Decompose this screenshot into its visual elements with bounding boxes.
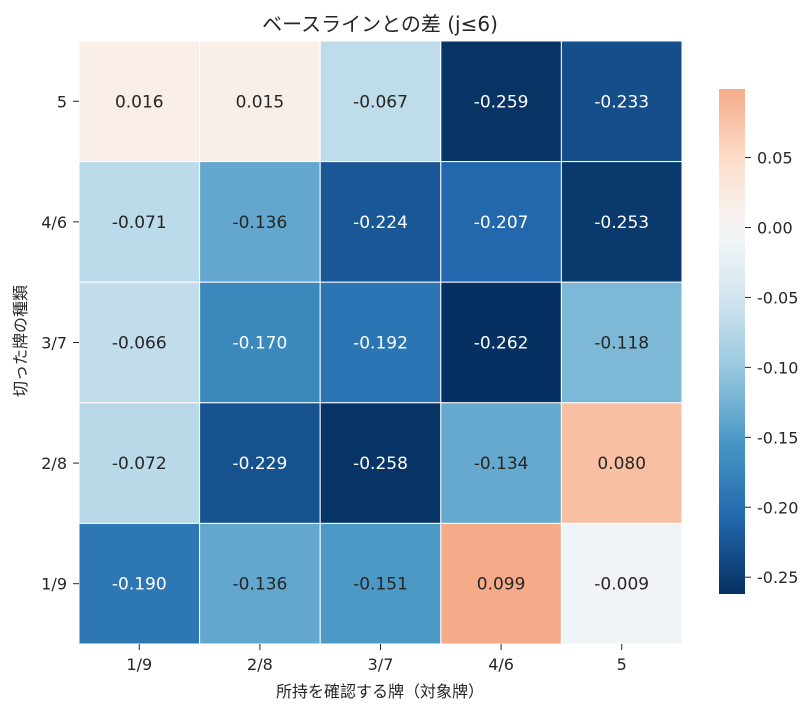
colorbar-tick-label: -0.05 bbox=[757, 288, 798, 307]
x-tick-label: 2/8 bbox=[247, 655, 273, 674]
chart-title: ベースラインとの差 (j≤6) bbox=[262, 12, 498, 36]
cell-value-label: -0.071 bbox=[112, 213, 167, 233]
heatmap-cell bbox=[78, 161, 201, 283]
heatmap-cell bbox=[199, 40, 321, 163]
heatmap-cells: 0.016 0.015 -0.067 -0.259 -0.233 -0.071 -0.136… bbox=[78, 40, 683, 645]
heatmap-cell bbox=[560, 522, 683, 645]
heatmap-cell bbox=[199, 402, 321, 524]
heatmap-cell bbox=[440, 281, 562, 404]
y-tick-label: 3/7 bbox=[41, 334, 67, 353]
cell-value-label: -0.224 bbox=[353, 213, 408, 233]
cell-value-label: -0.262 bbox=[474, 334, 529, 354]
cell-value-label: -0.190 bbox=[112, 575, 167, 595]
cell-value-label: -0.066 bbox=[112, 334, 167, 354]
cell-value-label: -0.258 bbox=[353, 454, 408, 474]
x-tick-label: 1/9 bbox=[126, 655, 152, 674]
colorbar-tick-label: -0.20 bbox=[757, 498, 798, 517]
heatmap-cell bbox=[560, 40, 683, 163]
cell-value-label: -0.009 bbox=[594, 575, 649, 595]
cell-value-label: -0.134 bbox=[474, 454, 529, 474]
x-axis-ticks: 1/9 2/8 3/7 4/6 5 bbox=[126, 644, 627, 674]
heatmap-cell bbox=[319, 522, 442, 645]
x-tick-label: 4/6 bbox=[488, 655, 514, 674]
y-tick-label: 1/9 bbox=[41, 575, 67, 594]
x-tick-label: 3/7 bbox=[368, 655, 394, 674]
cell-value-label: -0.072 bbox=[112, 454, 167, 474]
cell-value-label: -0.229 bbox=[232, 454, 287, 474]
heatmap-cell bbox=[319, 40, 442, 163]
x-axis-label: 所持を確認する牌（対象牌） bbox=[276, 682, 484, 701]
heatmap-cell bbox=[440, 40, 562, 163]
heatmap-cell bbox=[560, 161, 683, 283]
cell-value-label: -0.136 bbox=[232, 213, 287, 233]
cell-value-label: 0.099 bbox=[477, 575, 526, 595]
heatmap-cell bbox=[78, 40, 201, 163]
cell-value-label: -0.259 bbox=[474, 92, 529, 112]
y-axis-label: 切った牌の種類 bbox=[11, 285, 30, 397]
heatmap-cell bbox=[199, 522, 321, 645]
heatmap-cell bbox=[78, 522, 201, 645]
heatmap-cell bbox=[319, 402, 442, 524]
cell-value-label: -0.233 bbox=[594, 92, 649, 112]
cell-value-label: -0.207 bbox=[474, 213, 529, 233]
cell-value-label: -0.170 bbox=[232, 334, 287, 354]
colorbar-tick-label: 0.00 bbox=[757, 218, 793, 237]
colorbar-tick-label: 0.05 bbox=[757, 149, 793, 168]
colorbar-ticks: 0.05 0.00 -0.05 -0.10 -0.15 -0.20 -0.25 bbox=[745, 149, 798, 587]
y-axis-ticks: 5 4/6 3/7 2/8 1/9 bbox=[41, 92, 79, 594]
cell-value-label: -0.136 bbox=[232, 575, 287, 595]
cell-value-label: -0.192 bbox=[353, 334, 408, 354]
y-tick-label: 2/8 bbox=[41, 454, 67, 473]
cell-value-label: 0.016 bbox=[115, 92, 164, 112]
y-tick-label: 4/6 bbox=[41, 213, 67, 232]
heatmap-cell bbox=[319, 161, 442, 283]
cell-value-label: 0.080 bbox=[597, 454, 646, 474]
colorbar-tick-label: -0.25 bbox=[757, 568, 798, 587]
y-tick-label: 5 bbox=[57, 92, 67, 111]
cell-value-label: -0.118 bbox=[594, 334, 649, 354]
heatmap-cell bbox=[560, 402, 683, 524]
x-tick-label: 5 bbox=[617, 655, 627, 674]
colorbar-tick-label: -0.10 bbox=[757, 358, 798, 377]
heatmap-cell bbox=[199, 281, 321, 404]
cell-value-label: -0.151 bbox=[353, 575, 408, 595]
heatmap-cell bbox=[319, 281, 442, 404]
cell-value-label: -0.067 bbox=[353, 92, 408, 112]
colorbar-tick-label: -0.15 bbox=[757, 428, 798, 447]
colorbar bbox=[719, 89, 745, 594]
cell-value-label: 0.015 bbox=[236, 92, 285, 112]
cell-value-label: -0.253 bbox=[594, 213, 649, 233]
heatmap-cell bbox=[560, 281, 683, 404]
heatmap-cell bbox=[440, 402, 562, 524]
